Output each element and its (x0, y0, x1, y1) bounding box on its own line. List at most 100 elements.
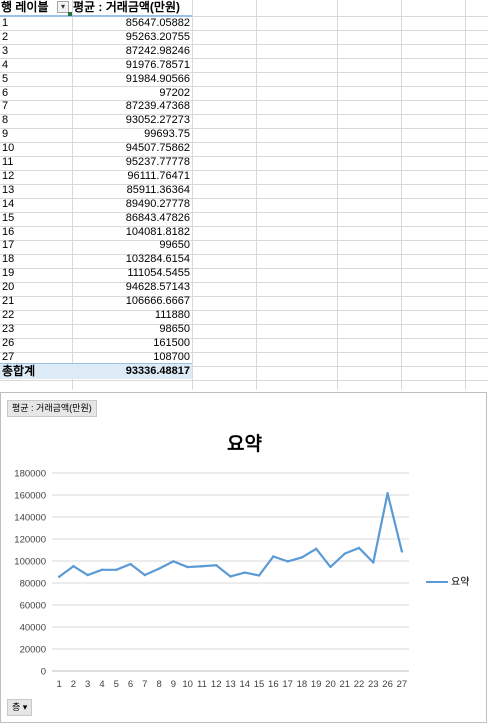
row-gridline (0, 44, 488, 45)
data-point[interactable] (100, 568, 104, 572)
x-tick-label: 20 (325, 679, 336, 690)
filter-dropdown-icon[interactable]: ▾ (57, 1, 69, 13)
row-value: 104081.8182 (125, 225, 190, 238)
data-point[interactable] (286, 560, 289, 563)
series-line-segment[interactable] (386, 492, 403, 553)
row-value: 99693.75 (144, 128, 190, 141)
data-point[interactable] (343, 552, 346, 555)
pivot-row[interactable]: 23 98650 (0, 322, 192, 336)
row-label: 2 (2, 30, 9, 43)
data-point[interactable] (257, 574, 261, 577)
data-point[interactable] (157, 567, 161, 570)
series-line-segment[interactable] (272, 555, 289, 563)
data-point[interactable] (400, 550, 404, 553)
data-point[interactable] (115, 568, 118, 572)
pivot-row[interactable]: 13 85911.36364 (0, 183, 192, 197)
pivot-row[interactable]: 27 108700 (0, 350, 192, 364)
row-value: 93052.27273 (125, 114, 190, 127)
row-value: 98650 (159, 322, 190, 335)
pivot-row[interactable]: 22 111880 (0, 308, 192, 322)
row-gridline (0, 282, 488, 283)
series-line-segment[interactable] (115, 562, 132, 571)
series-line-segment[interactable] (315, 547, 332, 569)
data-point[interactable] (372, 561, 375, 564)
series-line-segment[interactable] (329, 552, 346, 569)
data-point[interactable] (243, 571, 246, 574)
chart-axis-field-button[interactable]: 층 ▾ (7, 699, 33, 716)
series-line-segment[interactable] (158, 560, 175, 570)
row-gridline (0, 198, 488, 199)
pivot-row[interactable]: 20 94628.57143 (0, 280, 192, 294)
pivot-row[interactable]: 21 106666.6667 (0, 294, 192, 308)
pivot-row[interactable]: 7 87239.47368 (0, 99, 192, 113)
pivot-row[interactable]: 14 89490.27778 (0, 197, 192, 211)
data-point[interactable] (200, 565, 204, 568)
row-label: 5 (2, 72, 9, 85)
row-label: 22 (2, 308, 15, 321)
series-line-segment[interactable] (343, 546, 361, 555)
data-point[interactable] (300, 556, 304, 559)
pivot-row[interactable]: 8 93052.27273 (0, 113, 192, 127)
row-gridline (0, 240, 488, 241)
pivot-row[interactable]: 6 97202 (0, 86, 192, 100)
series-line-segment[interactable] (129, 562, 146, 577)
series-line-segment[interactable] (286, 556, 303, 563)
x-tick-label: 1 (56, 679, 61, 690)
pivot-row[interactable]: 1 85647.05882 (0, 16, 192, 30)
grand-total-row[interactable]: 총합계 93336.48817 (0, 363, 192, 379)
pivot-row[interactable]: 12 96111.76471 (0, 169, 192, 183)
series-line-segment[interactable] (58, 565, 75, 578)
series-line-segment[interactable] (215, 564, 232, 578)
x-tick-label: 18 (297, 679, 308, 690)
pivot-row[interactable]: 9 99693.75 (0, 127, 192, 141)
value-field-header[interactable]: 평균 : 거래금액(만원) (73, 0, 180, 14)
series-line-segment[interactable] (143, 567, 161, 577)
data-point[interactable] (143, 573, 147, 577)
row-labels-header[interactable]: 행 레이블 (1, 0, 49, 14)
pivot-row[interactable]: 15 86843.47826 (0, 211, 192, 225)
selection-handle[interactable] (68, 12, 72, 16)
pivot-row[interactable]: 19 111054.5455 (0, 266, 192, 280)
row-gridline (0, 324, 488, 325)
pivot-row[interactable]: 3 87242.98246 (0, 44, 192, 58)
pivot-row[interactable]: 16 104081.8182 (0, 225, 192, 239)
series-line-segment[interactable] (300, 547, 318, 559)
chart-title: 요약 (227, 434, 262, 455)
data-point[interactable] (72, 565, 75, 568)
pivot-row[interactable]: 18 103284.6154 (0, 252, 192, 266)
series-line-segment[interactable] (86, 568, 104, 577)
pivot-row[interactable]: 5 91984.90566 (0, 72, 192, 86)
series-line-segment[interactable] (357, 546, 375, 564)
data-point[interactable] (229, 575, 232, 578)
row-gridline (0, 380, 488, 381)
pivot-row[interactable]: 10 94507.75862 (0, 141, 192, 155)
series-line-segment[interactable] (229, 571, 246, 578)
data-point[interactable] (357, 546, 361, 550)
series-line-segment[interactable] (257, 555, 275, 577)
pivot-row[interactable]: 2 95263.20755 (0, 30, 192, 44)
pivot-row[interactable]: 4 91976.78571 (0, 58, 192, 72)
data-point[interactable] (272, 555, 275, 558)
data-point[interactable] (86, 573, 89, 577)
y-tick-label: 160000 (14, 491, 46, 502)
pivot-row[interactable]: 26 161500 (0, 336, 192, 350)
series-line-segment[interactable] (172, 560, 189, 569)
data-point[interactable] (129, 562, 132, 566)
data-point[interactable] (172, 560, 175, 563)
data-point[interactable] (386, 492, 389, 495)
series-line-segment[interactable] (243, 571, 261, 577)
data-point[interactable] (215, 564, 218, 567)
series-line-segment[interactable] (186, 565, 204, 569)
series-line-segment[interactable] (372, 492, 389, 564)
pivot-chart[interactable]: 0 20000 40000 60000 80000 100000 120000 140000 1… (0, 392, 487, 723)
series-line-segment[interactable] (72, 565, 89, 577)
data-point[interactable] (329, 565, 332, 569)
data-point[interactable] (57, 575, 61, 578)
data-point[interactable] (314, 547, 318, 551)
pivot-row[interactable]: 11 95237.77778 (0, 155, 192, 169)
series-line-segment[interactable] (200, 564, 218, 568)
pivot-row[interactable]: 17 99650 (0, 238, 192, 252)
x-tick-label: 5 (114, 679, 119, 690)
data-point[interactable] (186, 565, 189, 569)
chart-value-field-button[interactable]: 평균 : 거래금액(만원) (7, 400, 97, 417)
